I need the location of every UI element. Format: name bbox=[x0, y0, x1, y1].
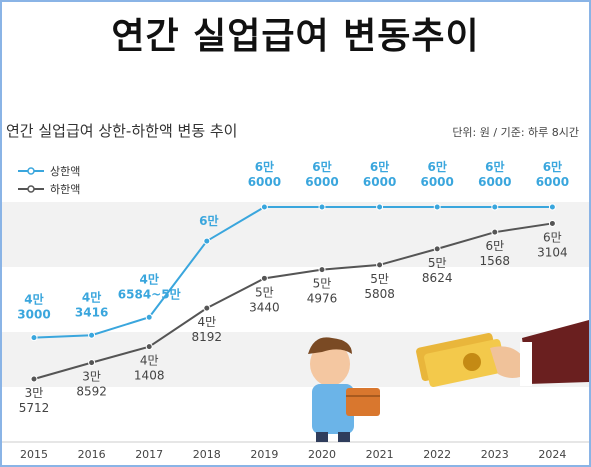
legend-label-lower: 하한액 bbox=[50, 183, 81, 196]
data-label-lower: 4만 bbox=[140, 354, 159, 368]
series-line-0 bbox=[33, 206, 553, 339]
data-label-upper: 6000 bbox=[420, 175, 453, 189]
data-label-upper: 6만 bbox=[199, 213, 218, 228]
data-label-upper: 6만 bbox=[312, 159, 331, 174]
series-1-point bbox=[548, 219, 556, 227]
data-label-upper: 6584~5만 bbox=[118, 286, 181, 301]
data-label-upper: 6만 bbox=[370, 159, 389, 174]
x-tick-label: 2018 bbox=[193, 448, 221, 461]
label-layer: 4만30004만34164만6584~5만6만6만60006만60006만600… bbox=[17, 159, 569, 415]
band bbox=[2, 202, 589, 267]
data-label-upper: 3416 bbox=[75, 305, 108, 319]
series-1-point bbox=[203, 304, 211, 312]
series-1-point bbox=[376, 261, 384, 269]
legend-item-upper: 상한액 bbox=[18, 162, 80, 180]
data-label-lower: 3104 bbox=[537, 245, 568, 259]
data-label-upper: 6000 bbox=[363, 175, 396, 189]
series-1-point bbox=[88, 359, 96, 367]
x-tick-label: 2024 bbox=[538, 448, 566, 461]
series-1-point bbox=[260, 274, 268, 282]
data-label-lower: 5만 bbox=[370, 272, 389, 286]
series-layer bbox=[30, 203, 556, 383]
tick-layer: 2015 2016 2017 2018 2019 2020 2021 2022 2023 2024 bbox=[20, 448, 566, 461]
legend-label-upper: 상한액 bbox=[50, 165, 81, 178]
data-label-lower: 4만 bbox=[197, 315, 216, 329]
data-label-upper: 6000 bbox=[305, 175, 338, 189]
series-0-point bbox=[318, 203, 326, 211]
series-0-point bbox=[491, 203, 499, 211]
data-label-upper: 6000 bbox=[478, 175, 511, 189]
data-label-upper: 3000 bbox=[17, 308, 50, 322]
data-label-lower: 5808 bbox=[364, 287, 395, 301]
x-tick-label: 2016 bbox=[78, 448, 106, 461]
data-label-lower: 3440 bbox=[249, 300, 280, 314]
series-0-point bbox=[260, 203, 268, 211]
data-label-lower: 1568 bbox=[480, 254, 511, 268]
data-label-lower: 5712 bbox=[19, 401, 50, 415]
data-label-lower: 5만 bbox=[255, 285, 274, 299]
upper-swatch-icon bbox=[18, 167, 44, 175]
chart-title: 연간 실업급여 상한-하한액 변동 추이 bbox=[6, 122, 238, 140]
data-label-lower: 5만 bbox=[313, 277, 332, 291]
data-label-upper: 6000 bbox=[536, 175, 569, 189]
data-label-upper: 4만 bbox=[82, 289, 101, 304]
data-label-lower: 6만 bbox=[485, 239, 504, 253]
series-0-point bbox=[30, 334, 38, 342]
series-1-point bbox=[318, 266, 326, 274]
series-1-point bbox=[491, 228, 499, 236]
series-0-point bbox=[88, 331, 96, 339]
series-0-point bbox=[376, 203, 384, 211]
x-tick-label: 2020 bbox=[308, 448, 336, 461]
series-1-point bbox=[145, 343, 153, 351]
data-label-upper: 6만 bbox=[255, 159, 274, 174]
data-label-upper: 6만 bbox=[485, 159, 504, 174]
unit-note: 단위: 원 / 기준: 하루 8시간 bbox=[452, 126, 579, 139]
x-tick-label: 2021 bbox=[366, 448, 394, 461]
data-label-lower: 8624 bbox=[422, 271, 453, 285]
data-label-upper: 6만 bbox=[543, 159, 562, 174]
data-label-upper: 4만 bbox=[140, 271, 159, 286]
data-label-lower: 8592 bbox=[76, 385, 107, 399]
x-tick-label: 2017 bbox=[135, 448, 163, 461]
data-label-lower: 5만 bbox=[428, 256, 447, 270]
data-label-lower: 3만 bbox=[25, 386, 44, 400]
data-label-lower: 4976 bbox=[307, 292, 338, 306]
money-illustration bbox=[416, 320, 589, 387]
data-label-lower: 6만 bbox=[543, 230, 562, 244]
worker-illustration bbox=[308, 337, 380, 442]
x-tick-label: 2019 bbox=[250, 448, 278, 461]
x-tick-label: 2015 bbox=[20, 448, 48, 461]
box-icon bbox=[346, 388, 380, 416]
legend-item-lower: 하한액 bbox=[18, 180, 80, 198]
data-label-lower: 3만 bbox=[82, 370, 101, 384]
data-label-lower: 8192 bbox=[192, 330, 223, 344]
data-label-upper: 4만 bbox=[24, 292, 43, 307]
series-1-point bbox=[30, 375, 38, 383]
series-0-point bbox=[145, 313, 153, 321]
series-0-point bbox=[203, 237, 211, 245]
legend: 상한액 하한액 bbox=[18, 162, 80, 198]
data-label-upper: 6만 bbox=[428, 159, 447, 174]
lower-swatch-icon bbox=[18, 185, 44, 193]
series-0-point bbox=[433, 203, 441, 211]
x-tick-label: 2023 bbox=[481, 448, 509, 461]
series-line-1 bbox=[33, 222, 553, 380]
data-label-lower: 1408 bbox=[134, 369, 165, 383]
x-tick-label: 2022 bbox=[423, 448, 451, 461]
data-label-upper: 6000 bbox=[248, 175, 281, 189]
banner-title: 연간 실업급여 변동추이 bbox=[111, 16, 480, 57]
series-1-point bbox=[433, 245, 441, 253]
series-0-point bbox=[548, 203, 556, 211]
